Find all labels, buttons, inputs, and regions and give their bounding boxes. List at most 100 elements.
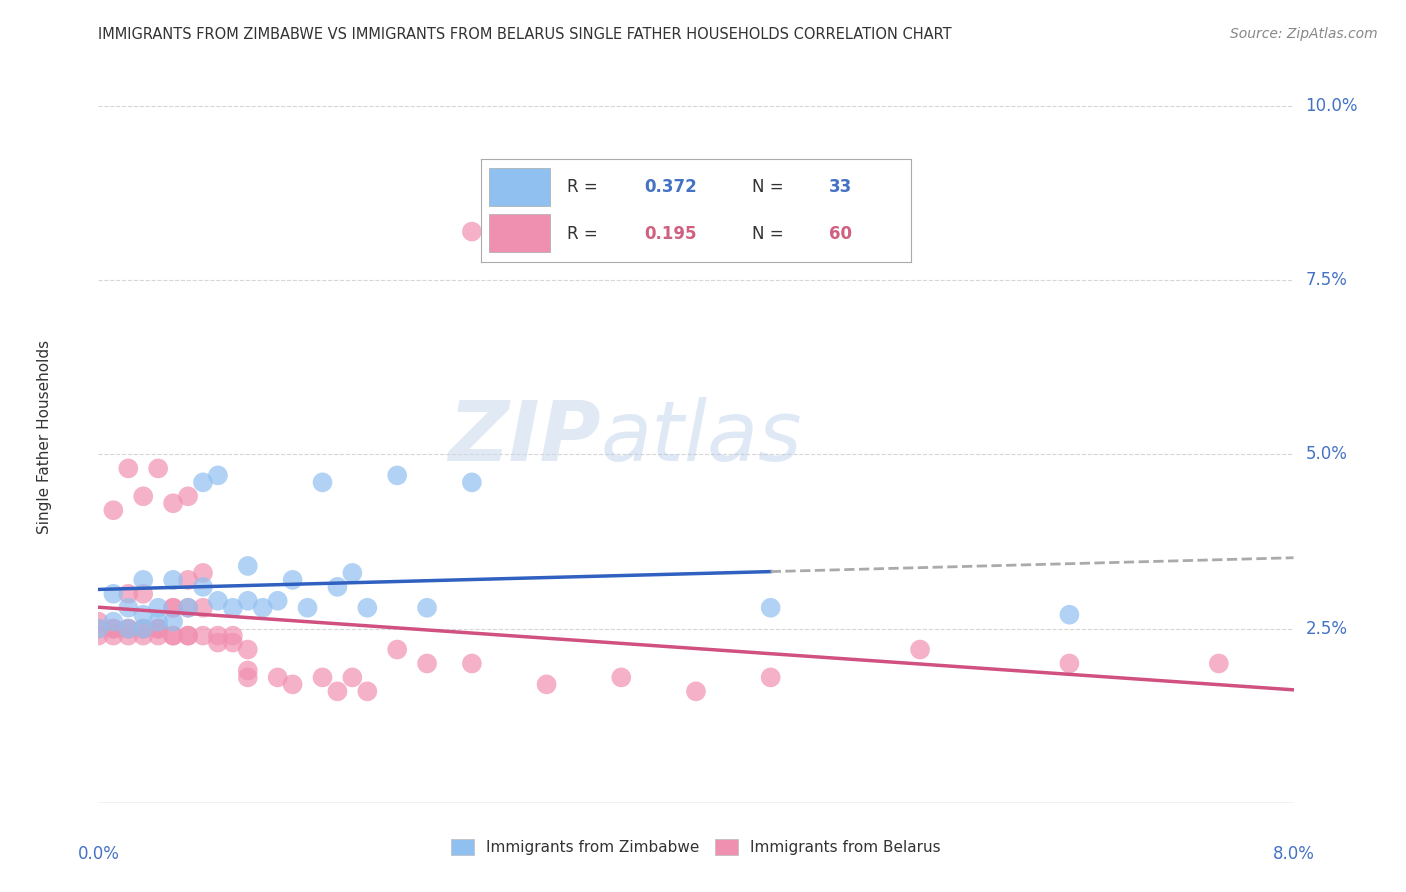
Point xyxy=(117,587,139,601)
Point xyxy=(191,629,214,643)
Point xyxy=(148,461,170,475)
Point xyxy=(326,580,349,594)
Point xyxy=(177,600,200,615)
Text: 7.5%: 7.5% xyxy=(1305,271,1347,289)
Point xyxy=(207,635,229,649)
Point xyxy=(191,475,214,490)
Point xyxy=(610,670,633,684)
Point xyxy=(759,670,782,684)
Text: ZIP: ZIP xyxy=(447,397,600,477)
Point xyxy=(148,622,170,636)
Text: IMMIGRANTS FROM ZIMBABWE VS IMMIGRANTS FROM BELARUS SINGLE FATHER HOUSEHOLDS COR: IMMIGRANTS FROM ZIMBABWE VS IMMIGRANTS F… xyxy=(98,27,952,42)
Point xyxy=(297,600,319,615)
Point xyxy=(908,642,931,657)
Point xyxy=(87,615,110,629)
Point xyxy=(132,587,155,601)
Point xyxy=(162,600,184,615)
Point xyxy=(207,594,229,608)
Point xyxy=(132,607,155,622)
Point xyxy=(148,629,170,643)
Point xyxy=(132,629,155,643)
Point xyxy=(416,600,439,615)
Point xyxy=(162,615,184,629)
Text: atlas: atlas xyxy=(600,397,801,477)
Point xyxy=(103,615,125,629)
Point xyxy=(356,600,378,615)
Point xyxy=(177,489,200,503)
Point xyxy=(385,468,409,483)
Point xyxy=(311,670,333,684)
Point xyxy=(117,622,139,636)
Point xyxy=(177,629,200,643)
Point xyxy=(132,622,155,636)
Point xyxy=(103,587,125,601)
Point xyxy=(281,573,304,587)
Point xyxy=(311,475,333,490)
Point xyxy=(162,629,184,643)
Point xyxy=(342,566,364,580)
Text: Source: ZipAtlas.com: Source: ZipAtlas.com xyxy=(1230,27,1378,41)
Point xyxy=(385,642,409,657)
Point xyxy=(222,600,245,615)
Point xyxy=(103,622,125,636)
Point xyxy=(356,684,378,698)
Text: Single Father Households: Single Father Households xyxy=(37,340,52,534)
Point xyxy=(177,629,200,643)
Point xyxy=(148,615,170,629)
Point xyxy=(117,629,139,643)
Point xyxy=(103,629,125,643)
Point xyxy=(685,684,707,698)
Point xyxy=(281,677,304,691)
Point xyxy=(162,600,184,615)
Legend: Immigrants from Zimbabwe, Immigrants from Belarus: Immigrants from Zimbabwe, Immigrants fro… xyxy=(446,833,946,861)
Point xyxy=(132,622,155,636)
Point xyxy=(117,622,139,636)
Point xyxy=(117,622,139,636)
Point xyxy=(207,629,229,643)
Point xyxy=(461,475,484,490)
Point xyxy=(87,622,110,636)
Point xyxy=(132,622,155,636)
Point xyxy=(177,600,200,615)
Text: 8.0%: 8.0% xyxy=(1272,845,1315,863)
Point xyxy=(536,677,558,691)
Point xyxy=(162,573,184,587)
Point xyxy=(461,225,484,239)
Point xyxy=(103,622,125,636)
Point xyxy=(236,594,259,608)
Point xyxy=(162,496,184,510)
Point xyxy=(132,489,155,503)
Text: 5.0%: 5.0% xyxy=(1305,445,1347,464)
Point xyxy=(87,629,110,643)
Point xyxy=(267,670,290,684)
Point xyxy=(1059,657,1081,671)
Point xyxy=(1059,607,1081,622)
Point xyxy=(416,657,439,671)
Text: 0.0%: 0.0% xyxy=(77,845,120,863)
Point xyxy=(103,622,125,636)
Point xyxy=(236,664,259,678)
Point xyxy=(252,600,274,615)
Point xyxy=(117,461,139,475)
Text: 2.5%: 2.5% xyxy=(1305,620,1347,638)
Point xyxy=(148,600,170,615)
Point xyxy=(222,629,245,643)
Text: 10.0%: 10.0% xyxy=(1305,97,1358,115)
Point xyxy=(117,600,139,615)
Point xyxy=(461,657,484,671)
Point xyxy=(236,642,259,657)
Point xyxy=(148,622,170,636)
Point xyxy=(132,573,155,587)
Point xyxy=(191,566,214,580)
Point xyxy=(87,622,110,636)
Point xyxy=(222,635,245,649)
Point xyxy=(326,684,349,698)
Point xyxy=(236,670,259,684)
Point xyxy=(148,622,170,636)
Point xyxy=(342,670,364,684)
Point xyxy=(103,503,125,517)
Point xyxy=(191,580,214,594)
Point xyxy=(267,594,290,608)
Point xyxy=(177,573,200,587)
Point xyxy=(759,600,782,615)
